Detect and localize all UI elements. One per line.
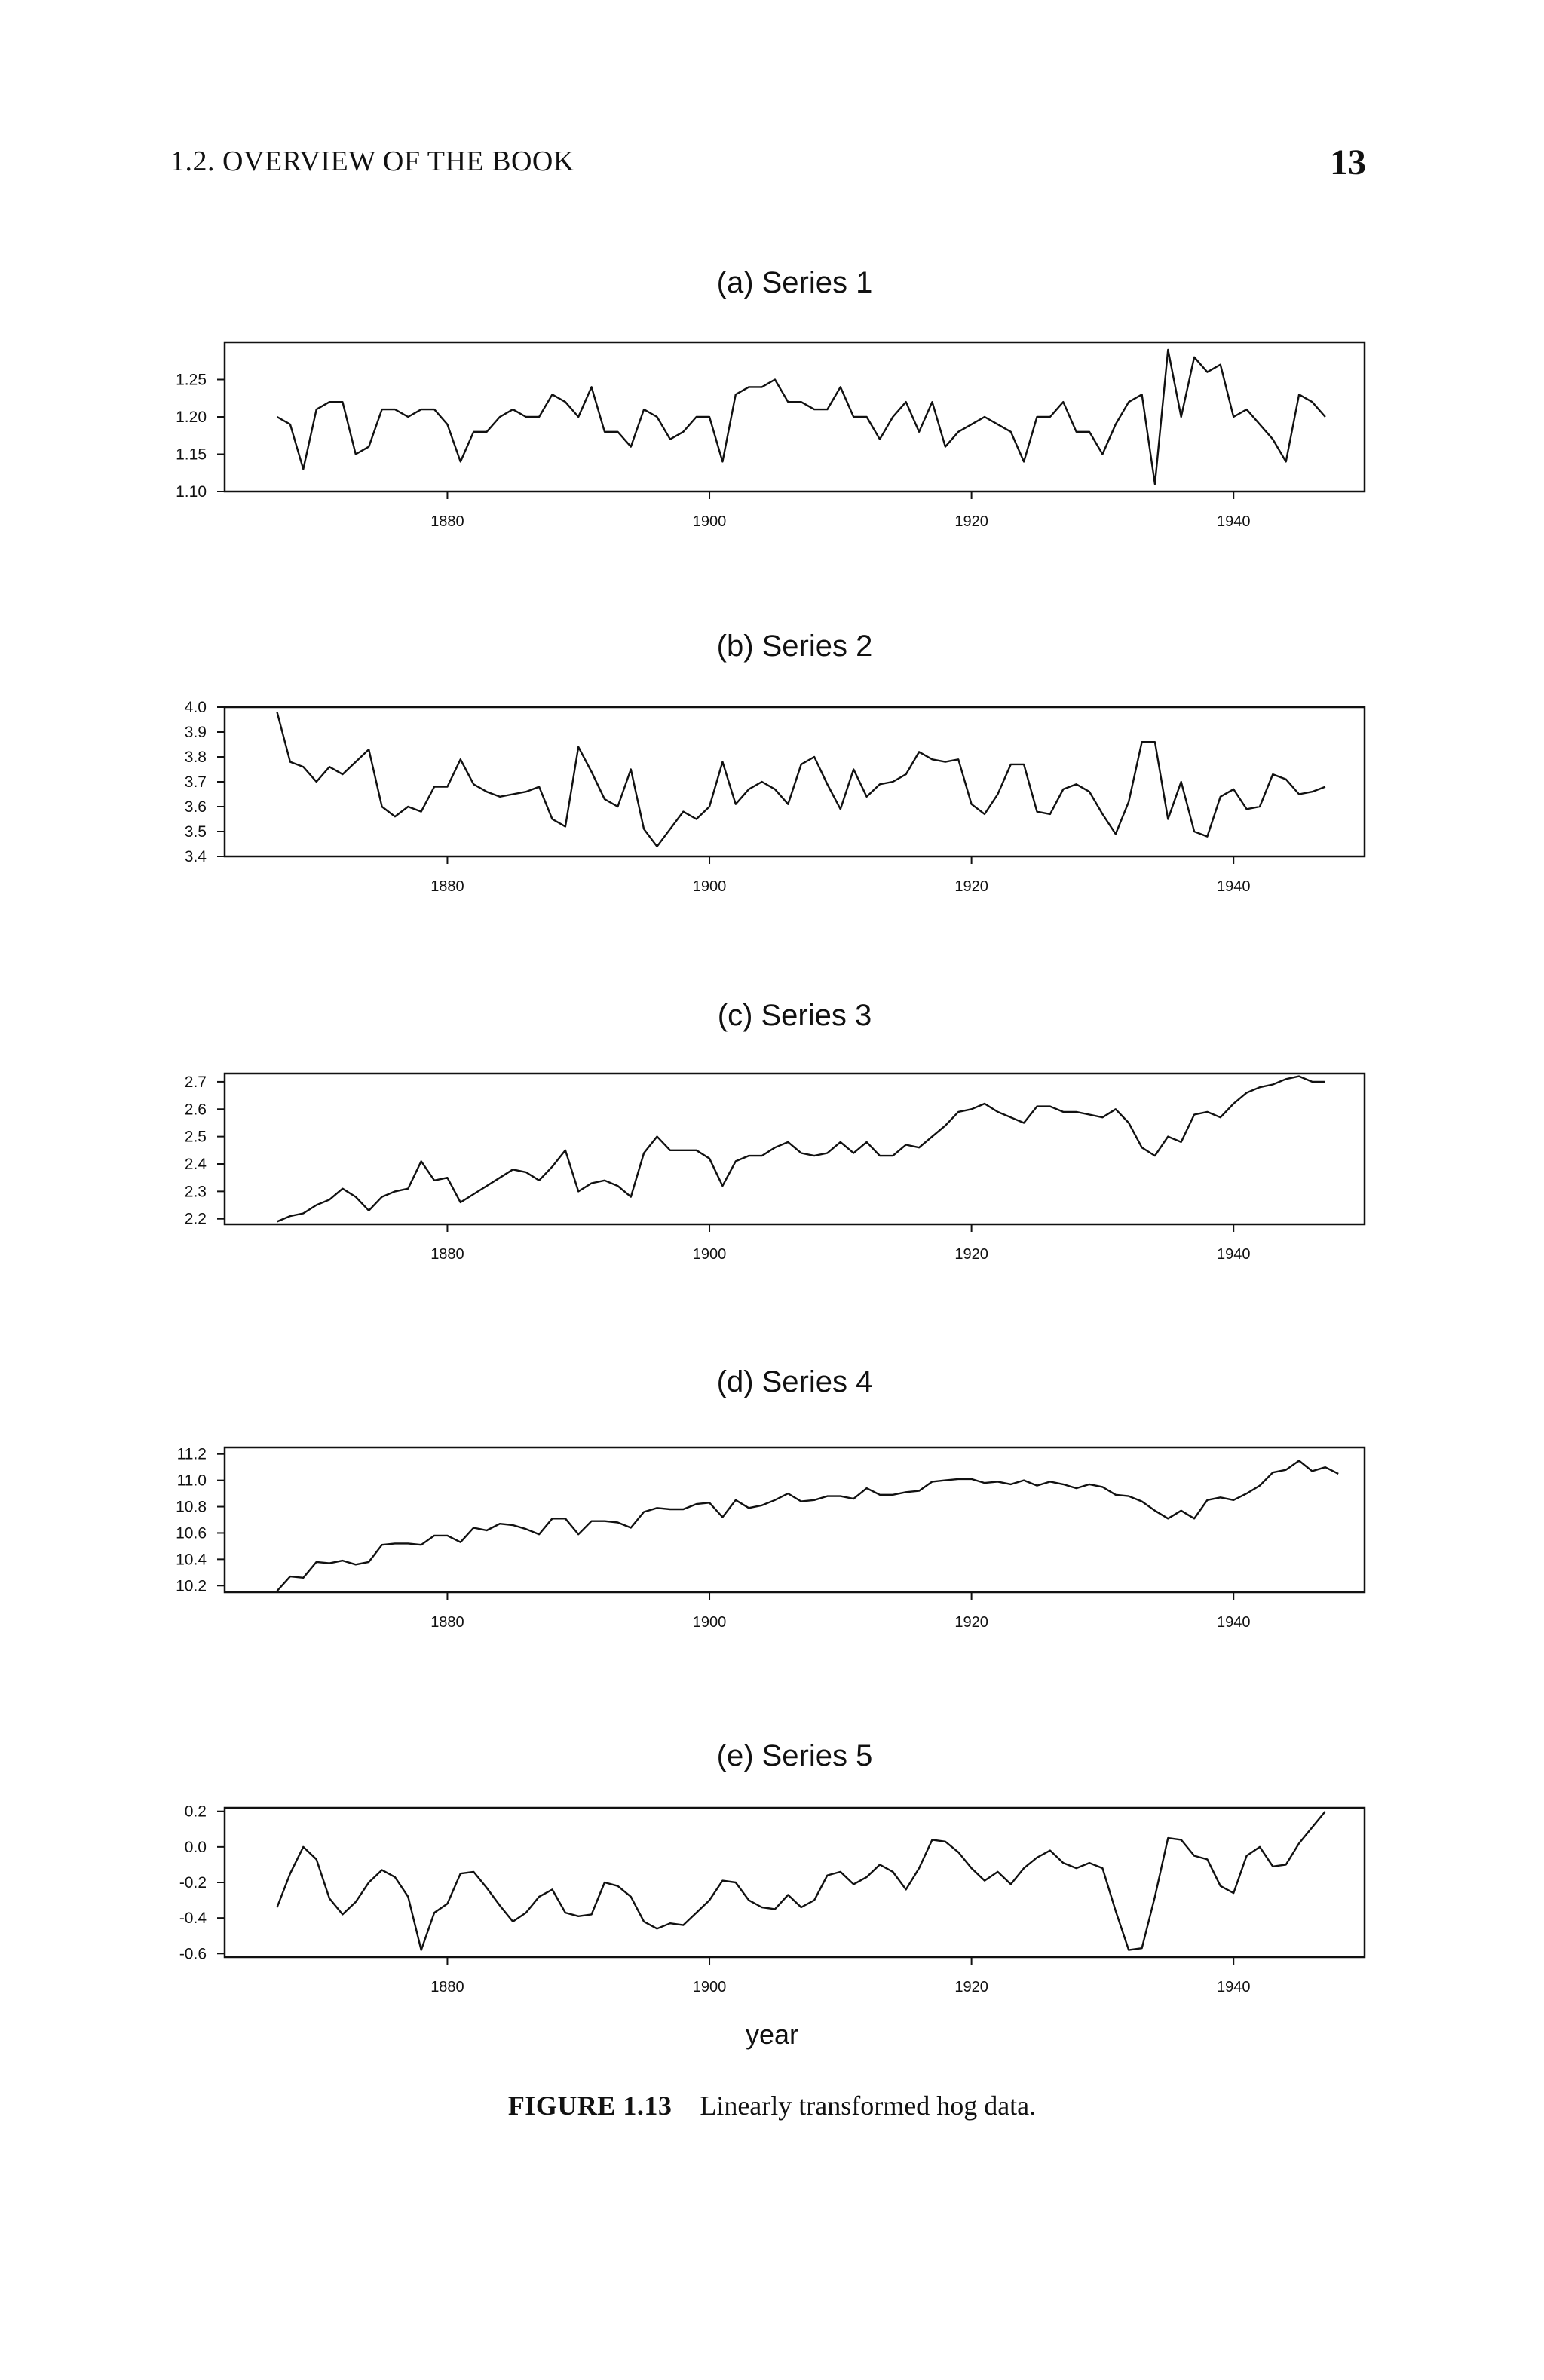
y-tick-label: 0.2 (185, 1803, 207, 1821)
y-tick-label: 3.6 (185, 798, 207, 816)
chart-title: (b) Series 2 (717, 629, 873, 663)
x-tick-label: 1880 (430, 1246, 464, 1263)
series-line (276, 348, 1326, 485)
y-tick-label: 1.10 (176, 483, 207, 501)
y-tick-label: 1.15 (176, 446, 207, 464)
x-tick-label: 1880 (430, 1614, 464, 1631)
y-tick-label: -0.4 (179, 1910, 207, 1927)
x-tick-label: 1900 (693, 1246, 727, 1263)
y-tick-label: 2.7 (185, 1074, 207, 1091)
x-tick-label: 1940 (1217, 1246, 1251, 1263)
chart-panel-1: (a) Series 1 1.25 1.20 1.15 1.10 1880 1900 1920… (176, 266, 1366, 530)
x-tick-label: 1920 (954, 878, 988, 895)
plot-frame (223, 1446, 1366, 1594)
y-tick-label: 1.25 (176, 372, 207, 389)
y-tick-label: 2.2 (185, 1211, 207, 1228)
x-tick-label: 1880 (430, 513, 464, 530)
y-tick-label: 4.0 (185, 699, 207, 716)
chart-title: (c) Series 3 (718, 999, 872, 1032)
y-tick-label: 1.20 (176, 409, 207, 426)
y-tick-label: 3.9 (185, 724, 207, 741)
chart-title: (d) Series 4 (717, 1365, 873, 1398)
y-tick-label: 2.3 (185, 1183, 207, 1200)
x-tick-label: 1920 (954, 513, 988, 530)
x-tick-label: 1880 (430, 1979, 464, 1996)
page-number: 13 (1330, 142, 1366, 182)
chart-panel-4: (d) Series 4 11.2 11.0 10.8 10.6 10.4 10.2 1880… (176, 1365, 1366, 1631)
x-tick-label: 1940 (1217, 878, 1251, 895)
y-tick-label: 11.2 (177, 1446, 207, 1463)
series-line (276, 1460, 1339, 1592)
x-tick-label: 1900 (693, 1614, 727, 1631)
caption-text: Linearly transformed hog data. (700, 2091, 1037, 2121)
y-tick-label: 0.0 (185, 1839, 207, 1856)
y-tick-label: 3.7 (185, 773, 207, 791)
x-axis-label: year (745, 2019, 799, 2050)
x-tick-label: 1900 (693, 878, 727, 895)
y-tick-label: 10.8 (176, 1499, 207, 1516)
chart-title: (a) Series 1 (717, 266, 873, 299)
y-tick-label: 10.4 (176, 1551, 207, 1568)
x-tick-label: 1940 (1217, 1614, 1251, 1631)
figure-label: FIGURE 1.13 (507, 2091, 672, 2121)
series-line (276, 1810, 1326, 1951)
plot-frame (223, 341, 1366, 493)
y-tick-label: 2.5 (185, 1129, 207, 1146)
x-tick-label: 1940 (1217, 1979, 1251, 1996)
y-tick-label: 3.5 (185, 823, 207, 841)
plot-frame (223, 1806, 1366, 1959)
x-tick-label: 1920 (954, 1614, 988, 1631)
chart-panel-3: (c) Series 3 2.7 2.6 2.5 2.4 2.3 2.2 1880 1900 19… (185, 999, 1366, 1263)
y-tick-label: 10.2 (176, 1577, 207, 1594)
x-tick-label: 1920 (954, 1979, 988, 1996)
y-tick-label: 2.6 (185, 1101, 207, 1118)
y-tick-label: 3.8 (185, 749, 207, 766)
y-tick-label: 11.0 (177, 1472, 207, 1490)
series-line (277, 1075, 1325, 1223)
chart-panel-5: (e) Series 5 0.2 0.0 -0.2 -0.4 -0.6 1880 1900 19… (179, 1739, 1366, 1996)
x-tick-label: 1900 (693, 1979, 727, 1996)
y-tick-label: 10.6 (176, 1524, 207, 1542)
y-tick-label: 3.4 (185, 848, 207, 865)
figure-caption: FIGURE 1.13 Linearly transformed hog dat… (0, 2090, 1544, 2121)
x-tick-label: 1940 (1217, 513, 1251, 530)
x-tick-label: 1900 (693, 513, 727, 530)
chart-title: (e) Series 5 (717, 1739, 873, 1772)
running-header: 1.2. OVERVIEW OF THE BOOK 13 (0, 142, 1544, 190)
y-tick-label: -0.2 (179, 1874, 207, 1891)
y-tick-label: -0.6 (179, 1945, 207, 1962)
x-tick-label: 1920 (954, 1246, 988, 1263)
x-tick-label: 1880 (430, 878, 464, 895)
plot-frame (223, 1072, 1366, 1226)
y-tick-label: 2.4 (185, 1156, 207, 1173)
series-line (276, 712, 1326, 848)
chart-panel-2: (b) Series 2 4.0 3.9 3.8 3.7 3.6 3.5 3.4 1880 190… (185, 629, 1366, 895)
section-title: 1.2. OVERVIEW OF THE BOOK (170, 145, 574, 177)
